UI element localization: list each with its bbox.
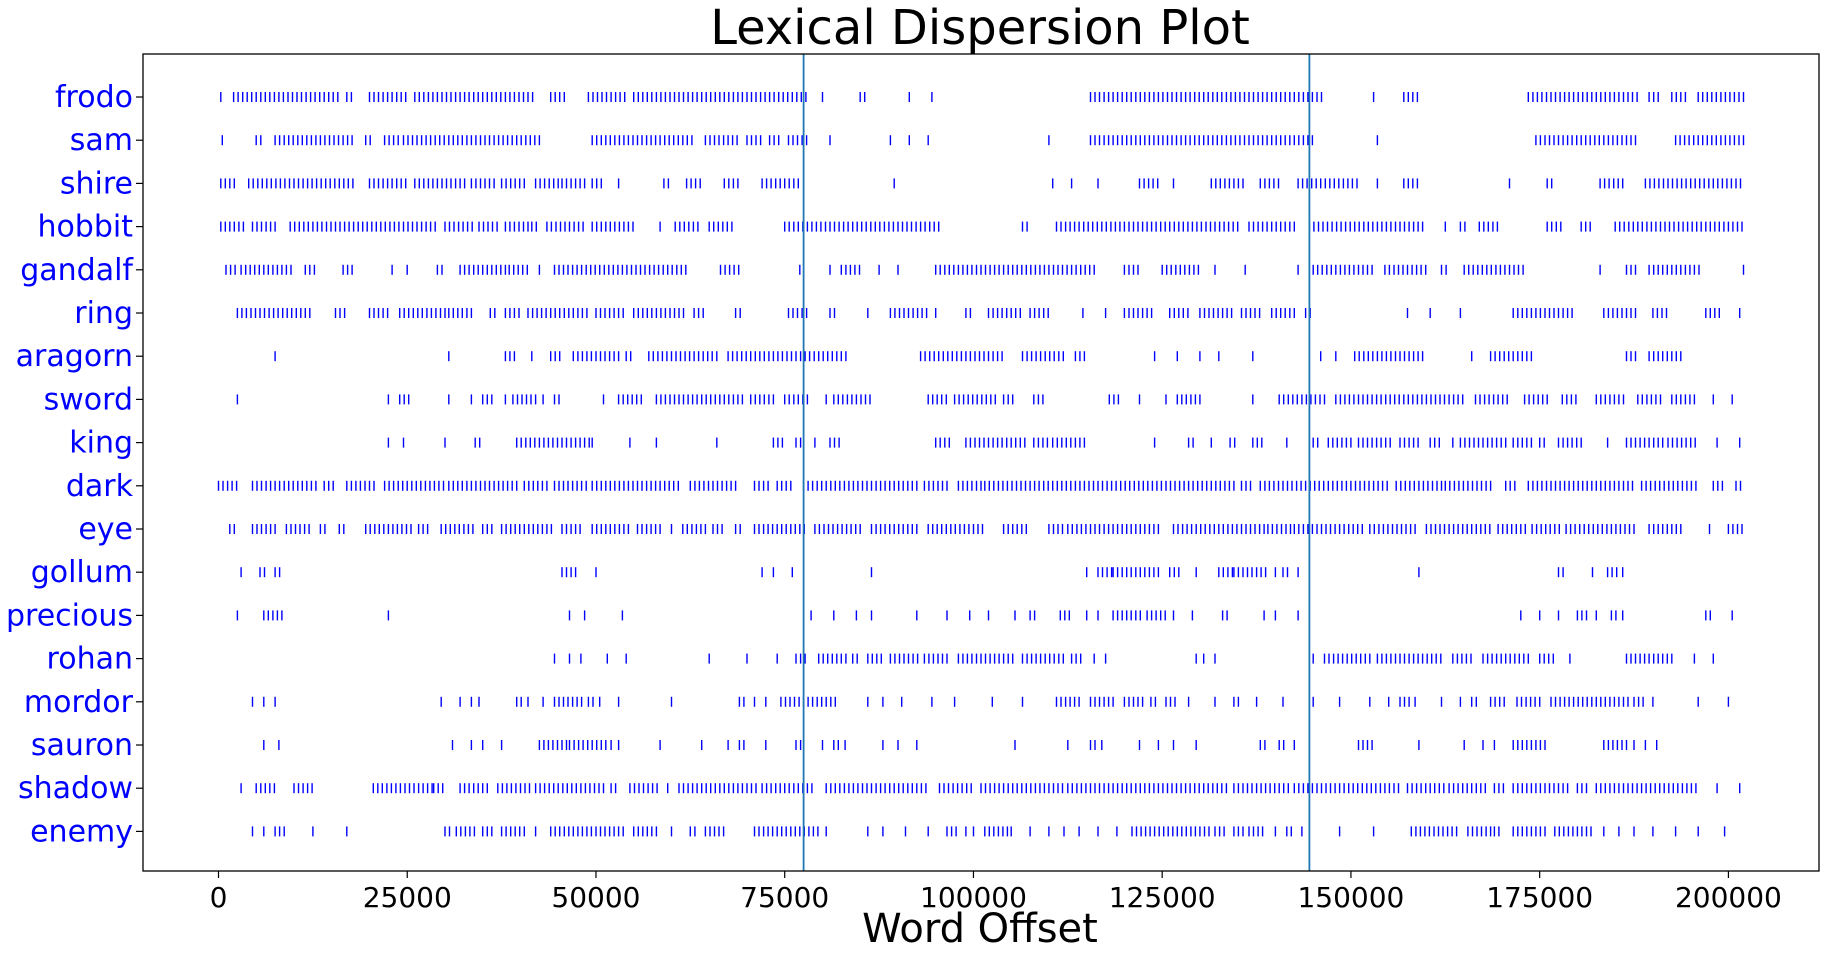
y-label-ring: ring: [74, 296, 133, 331]
chart-title: Lexical Dispersion Plot: [710, 0, 1250, 56]
series-shire: [220, 178, 1742, 189]
series-mordor: [251, 696, 1730, 707]
series-sword: [236, 394, 1733, 405]
y-label-dark: dark: [66, 469, 134, 504]
plot-area-frame: [142, 53, 1820, 872]
x-axis-title: Word Offset: [862, 906, 1098, 952]
y-label-gollum: gollum: [31, 555, 133, 590]
x-tick-label: 75000: [740, 881, 829, 914]
x-axis-ticks: 0 25000 50000 75000 100000 125000 150000 175000…: [210, 871, 1782, 914]
y-label-enemy: enemy: [30, 814, 133, 849]
y-label-shadow: shadow: [18, 771, 133, 806]
series-eye: [229, 524, 1743, 534]
y-label-king: king: [69, 426, 133, 461]
x-tick-label: 175000: [1486, 881, 1593, 914]
series-aragorn: [274, 351, 1682, 362]
x-tick-label: 200000: [1675, 881, 1782, 914]
series-king: [387, 437, 1741, 448]
y-label-aragorn: aragorn: [16, 339, 133, 374]
series-gollum: [240, 567, 1624, 578]
y-label-sauron: sauron: [31, 728, 133, 763]
x-tick-label: 0: [210, 881, 228, 914]
x-tick-label: 50000: [551, 881, 640, 914]
x-tick-label: 125000: [1109, 881, 1216, 914]
series-frodo: [220, 92, 1745, 102]
y-label-hobbit: hobbit: [37, 210, 133, 245]
y-label-frodo: frodo: [55, 80, 133, 115]
x-tick-label: 25000: [363, 881, 452, 914]
series-rohan: [553, 653, 1715, 664]
series-hobbit: [220, 221, 1743, 232]
y-label-rohan: rohan: [47, 642, 133, 677]
series-gandalf: [225, 264, 1745, 275]
reference-lines: [802, 54, 1311, 871]
x-tick-label: 150000: [1297, 881, 1404, 914]
series-enemy: [251, 826, 1726, 837]
y-label-mordor: mordor: [24, 685, 134, 720]
series-sauron: [263, 740, 1658, 750]
x-tick-label: 100000: [920, 881, 1027, 914]
y-label-eye: eye: [78, 512, 133, 547]
series-precious: [236, 610, 1733, 621]
y-label-shire: shire: [60, 166, 133, 201]
series-shadow: [240, 783, 1741, 794]
series-sam: [221, 135, 1745, 146]
word-labels: frodo sam shire hobbit gandalf ring aragorn swo…: [6, 80, 143, 849]
series-ring: [236, 308, 1741, 318]
marks-layer: [217, 92, 1745, 837]
y-label-gandalf: gandalf: [20, 253, 134, 288]
series-dark: [217, 480, 1742, 491]
y-label-sword: sword: [44, 382, 133, 417]
y-label-precious: precious: [6, 598, 133, 633]
y-label-sam: sam: [70, 123, 133, 158]
